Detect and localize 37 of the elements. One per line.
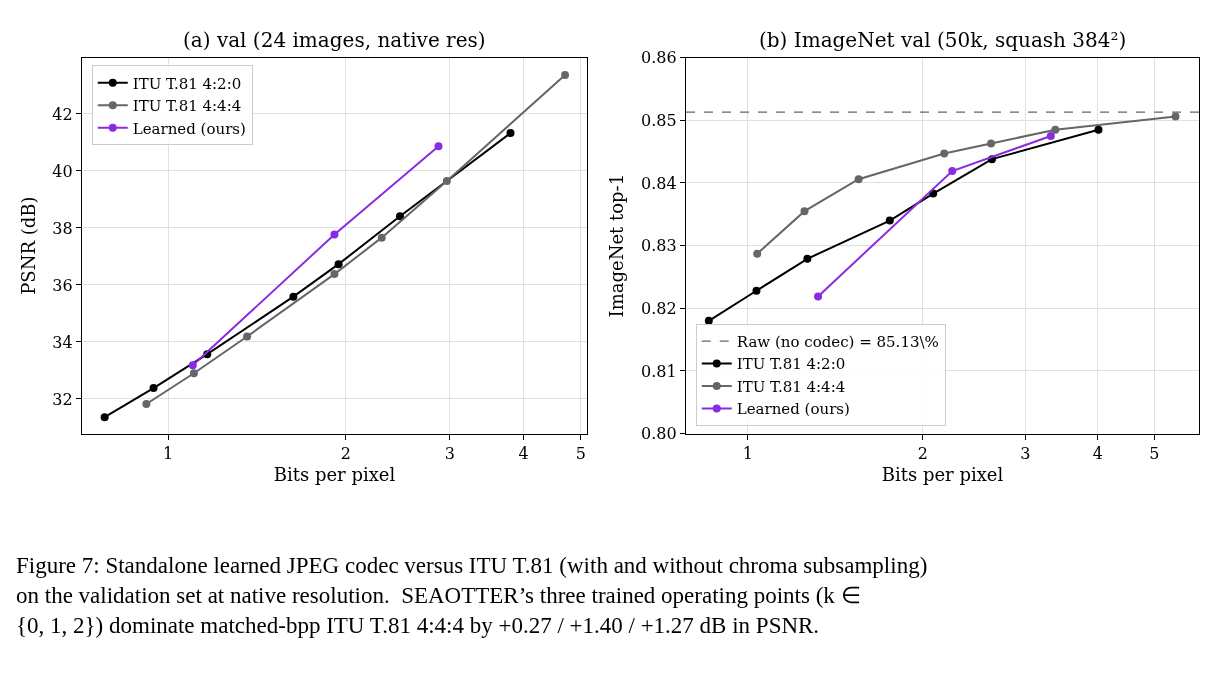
legend-label: ITU T.81 4:2:0 [132,74,242,93]
caption: Figure 7: Standalone learned JPEG codec versus ITU T.81 (with and without chroma subsampling) on the validation set at native resolution. SEAOTTER’s three trained operating points (k ∈ {0, 1, 2}) dominate matched-bpp ITU T.81 4:4:4 by +0.27 / +1.40 / +1.27 dB in PSNR. [16,553,928,638]
legend-label: Learned (ours) [736,400,850,419]
y-tick-label: 32 [52,389,73,409]
y-tick-label: 34 [52,332,73,352]
y-tick-label: 0.82 [641,298,677,318]
x-tick-label: 4 [518,443,529,463]
y-tick-label: 0.86 [641,48,677,68]
x-tick-label: 5 [1149,443,1160,463]
x-axis-title: Bits per pixel [881,464,1004,486]
x-tick-label: 3 [1020,443,1031,463]
y-tick-label: 40 [52,161,73,181]
legend-label: Raw (no codec) = 85.13\% [736,332,939,351]
x-axis-title: Bits per pixel [273,464,396,486]
y-axis-title: PSNR (dB) [17,196,39,295]
y-tick-label: 0.83 [641,236,677,256]
x-tick-label: 4 [1092,443,1103,463]
legend-label: ITU T.81 4:4:4 [132,97,242,116]
x-tick-label: 5 [575,443,587,463]
y-tick-label: 0.81 [641,361,677,381]
y-tick-label: 0.84 [641,173,677,193]
x-tick-label: 1 [162,443,174,463]
x-tick-label: 2 [340,443,351,463]
legend-label: ITU T.81 4:4:4 [736,377,846,396]
y-tick-label: 36 [52,275,73,295]
y-tick-label: 38 [52,218,73,238]
y-tick-label: 0.80 [641,424,677,444]
y-tick-label: 0.85 [641,110,677,130]
legend-label: ITU T.81 4:2:0 [736,355,846,374]
y-axis-title: ImageNet top-1 [606,173,628,318]
y-tick-label: 42 [52,104,73,124]
chart-title: (b) ImageNet val (50k, squash 384²) [759,28,1127,52]
chart-title: (a) val (24 images, native res) [183,28,486,52]
x-tick-label: 2 [917,443,928,463]
x-tick-label: 3 [444,443,455,463]
x-tick-label: 1 [742,443,753,463]
legend-label: Learned (ours) [132,119,246,138]
